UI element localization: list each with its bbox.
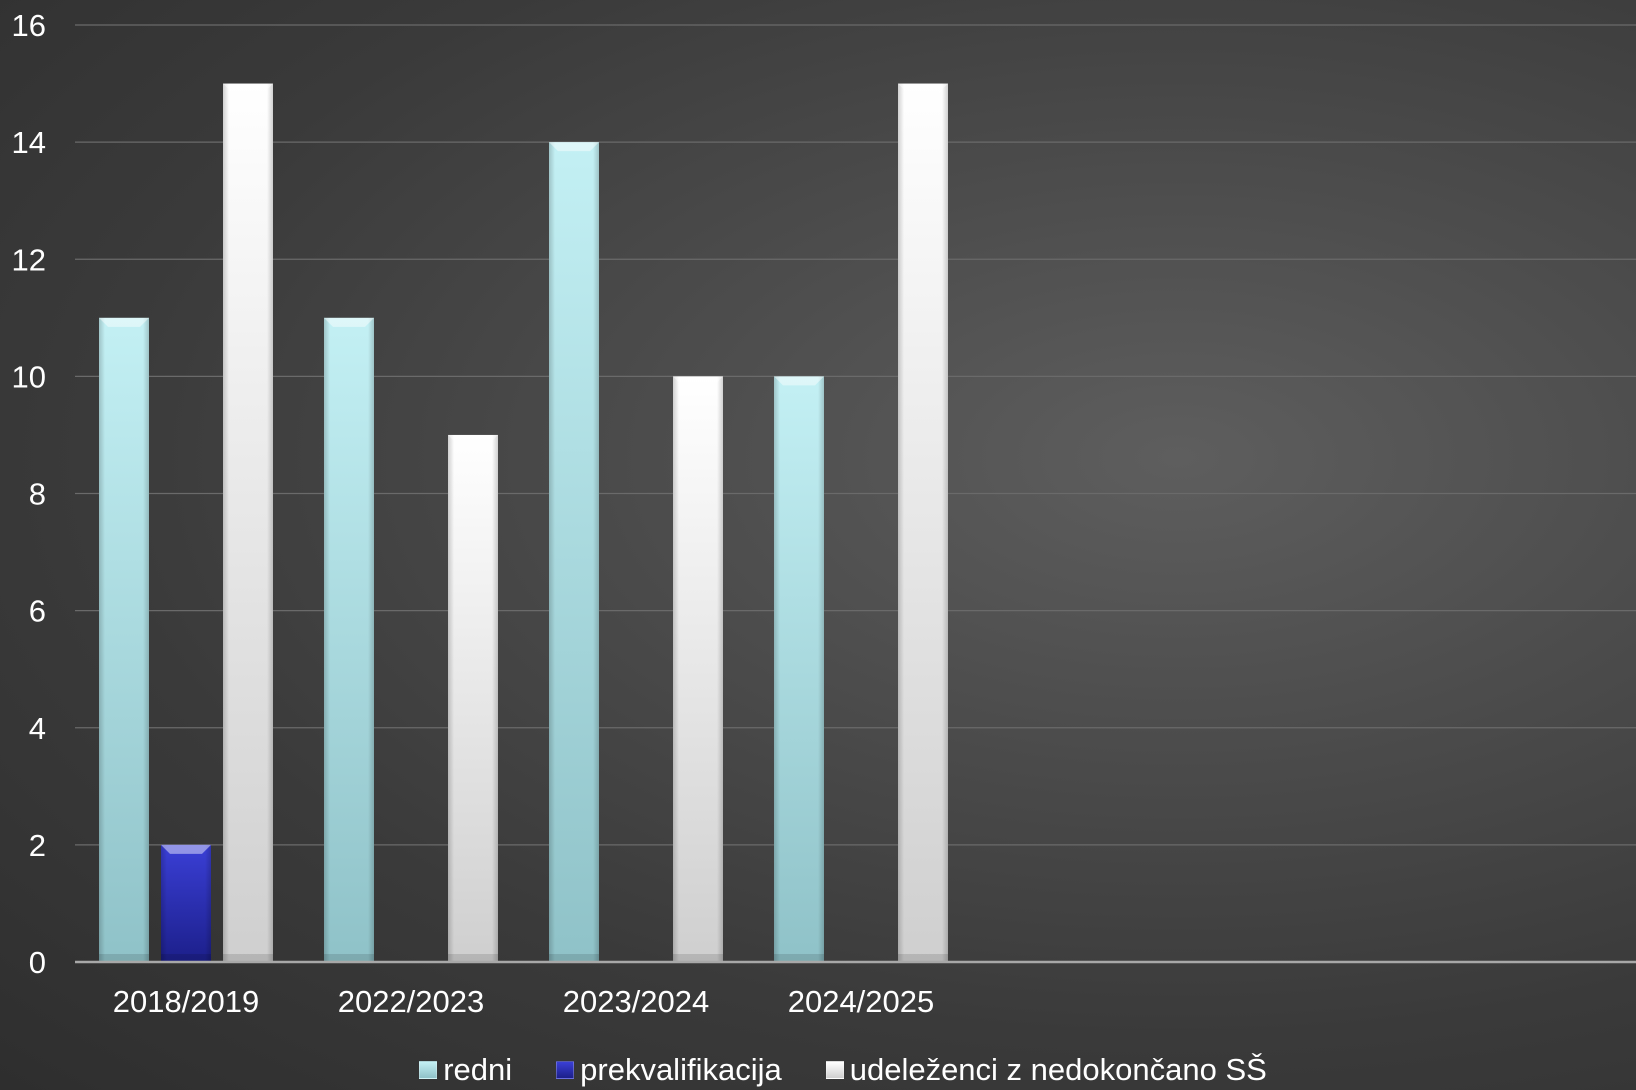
legend-label-prekvalifikacija: prekvalifikacija bbox=[580, 1052, 782, 1087]
bar-bevel-top bbox=[898, 83, 948, 93]
bar-bevel-top bbox=[99, 317, 149, 327]
y-tick-label: 8 bbox=[29, 477, 46, 512]
legend: redni prekvalifikacija udeleženci z nedo… bbox=[0, 1052, 1636, 1088]
bar-bevel-top bbox=[673, 376, 723, 386]
bar-shade bbox=[223, 83, 273, 962]
bar-bevel-bottom bbox=[673, 954, 723, 962]
bar-shade bbox=[324, 317, 374, 962]
legend-item-udelezenci: udeleženci z nedokončano SŠ bbox=[825, 1052, 1267, 1088]
bar-shade bbox=[774, 376, 824, 962]
bar bbox=[161, 844, 211, 962]
legend-swatch-prekvalifikacija bbox=[556, 1061, 575, 1079]
bar-bevel-top bbox=[774, 376, 824, 386]
bar-bevel-bottom bbox=[549, 954, 599, 962]
bar-shade bbox=[549, 142, 599, 962]
x-tick-label: 2023/2024 bbox=[563, 984, 710, 1019]
legend-label-udelezenci: udeleženci z nedokončano SŠ bbox=[849, 1052, 1267, 1087]
y-tick-label: 6 bbox=[29, 594, 46, 629]
bar-bevel-top bbox=[223, 83, 273, 93]
bar bbox=[324, 317, 374, 962]
bar bbox=[673, 376, 723, 962]
bar-shade bbox=[898, 83, 948, 962]
bar-shade bbox=[448, 434, 498, 962]
y-tick-label: 4 bbox=[29, 711, 46, 746]
y-tick-label: 2 bbox=[29, 828, 46, 863]
axes: 0 2 4 6 8 10 12 14 16 2018/2019 2022/2023 2023/2024… bbox=[12, 8, 1636, 1019]
bar-bevel-bottom bbox=[223, 954, 273, 962]
bar-bevel-top bbox=[448, 434, 498, 444]
bar bbox=[774, 376, 824, 962]
chart-plot-area: 0 2 4 6 8 10 12 14 16 2018/2019 2022/2023 2023/2024… bbox=[12, 8, 1636, 1019]
gridlines bbox=[75, 24, 1636, 846]
bar bbox=[223, 83, 273, 962]
legend-swatch-udelezenci bbox=[825, 1061, 844, 1079]
y-tick-label: 16 bbox=[12, 8, 46, 43]
bar-bevel-bottom bbox=[99, 954, 149, 962]
y-tick-label: 0 bbox=[29, 945, 46, 980]
x-tick-label: 2022/2023 bbox=[338, 984, 485, 1019]
bar-bevel-bottom bbox=[161, 954, 211, 962]
bar-bevel-bottom bbox=[774, 954, 824, 962]
bar bbox=[549, 142, 599, 962]
bar-bevel-bottom bbox=[898, 954, 948, 962]
bar-bevel-top bbox=[324, 317, 374, 327]
legend-item-redni: redni bbox=[419, 1052, 512, 1088]
legend-swatch-redni bbox=[419, 1061, 438, 1079]
bar-bevel-top bbox=[549, 142, 599, 152]
y-tick-label: 12 bbox=[12, 242, 46, 277]
bar bbox=[898, 83, 948, 962]
bar-bevel-bottom bbox=[448, 954, 498, 962]
bar-bevel-bottom bbox=[324, 954, 374, 962]
bar-bevel-top bbox=[161, 844, 211, 854]
y-tick-label: 14 bbox=[12, 125, 46, 160]
y-tick-label: 10 bbox=[12, 359, 46, 394]
bar bbox=[448, 434, 498, 962]
x-tick-label: 2018/2019 bbox=[113, 984, 260, 1019]
bar bbox=[99, 317, 149, 962]
legend-item-prekvalifikacija: prekvalifikacija bbox=[556, 1052, 782, 1088]
legend-label-redni: redni bbox=[443, 1052, 513, 1087]
bar-shade bbox=[99, 317, 149, 962]
x-tick-label: 2024/2025 bbox=[788, 984, 935, 1019]
bars bbox=[99, 83, 948, 962]
bar-shade bbox=[161, 844, 211, 962]
bar-shade bbox=[673, 376, 723, 962]
